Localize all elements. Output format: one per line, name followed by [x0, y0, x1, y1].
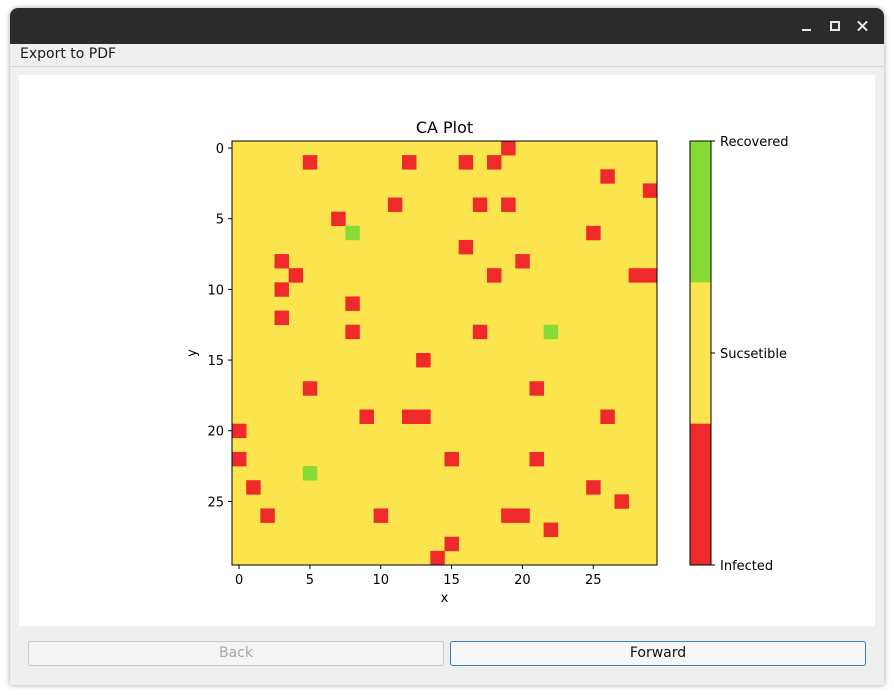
- colorbar-recovered: [690, 141, 711, 283]
- cell-infected: [501, 141, 516, 156]
- cell-infected: [246, 480, 261, 495]
- cell-infected: [430, 550, 445, 566]
- cell-infected: [260, 508, 275, 523]
- cell-infected: [529, 381, 544, 396]
- colorbar-label: Sucsetible: [720, 347, 787, 362]
- cell-infected: [274, 254, 289, 269]
- title-bar: [10, 8, 884, 44]
- chart-title: CA Plot: [416, 118, 473, 137]
- cell-infected: [472, 197, 488, 212]
- cell-infected: [600, 169, 615, 184]
- plot-canvas: 0 5 10 15 20 25 0 5 10 15 20 25 CA Plot x y Recovered Su…: [19, 75, 875, 626]
- minimize-icon[interactable]: [798, 17, 816, 35]
- cell-infected: [302, 381, 318, 396]
- x-axis-label: x: [441, 591, 449, 606]
- cell-infected: [302, 155, 318, 170]
- cell-recovered: [345, 225, 360, 241]
- y-tick-label: 0: [216, 142, 224, 157]
- cell-infected: [586, 225, 601, 241]
- cell-infected: [288, 268, 304, 283]
- cell-infected: [345, 296, 360, 311]
- cell-infected: [529, 451, 544, 467]
- forward-button[interactable]: Forward: [450, 641, 866, 666]
- cell-infected: [232, 451, 247, 467]
- x-tick-label: 20: [514, 573, 531, 588]
- cell-infected: [487, 268, 502, 283]
- cell-infected: [642, 268, 658, 283]
- cell-infected: [501, 197, 516, 212]
- cell-infected: [586, 480, 601, 495]
- y-tick-label: 10: [207, 283, 224, 298]
- x-tick-label: 5: [306, 573, 314, 588]
- cell-infected: [359, 409, 374, 424]
- x-tick-label: 0: [235, 573, 243, 588]
- close-icon[interactable]: [854, 17, 872, 35]
- colorbar-label: Infected: [720, 559, 773, 574]
- plot-frame: [231, 140, 658, 566]
- cell-infected: [387, 197, 403, 212]
- cell-infected: [543, 522, 559, 538]
- cell-infected: [444, 536, 459, 552]
- menu-export-pdf[interactable]: Export to PDF: [20, 46, 117, 62]
- app-window: Export to PDF 0 5 10 15 20 25 0 5 10 15 20 25 CA Plo…: [10, 8, 884, 685]
- cell-infected: [501, 508, 516, 523]
- cell-infected: [515, 254, 530, 269]
- y-tick-label: 15: [207, 354, 224, 369]
- y-tick-label: 20: [207, 425, 224, 440]
- cell-infected: [416, 409, 431, 424]
- y-tick-label: 5: [216, 213, 224, 228]
- cell-infected: [373, 508, 389, 523]
- cell-infected: [274, 310, 289, 326]
- cell-infected: [487, 155, 502, 170]
- cell-infected: [472, 324, 488, 340]
- maximize-icon[interactable]: [826, 17, 844, 35]
- cell-infected: [515, 508, 530, 523]
- cell-infected: [458, 239, 474, 255]
- colorbar-infected: [690, 423, 711, 565]
- y-tick-label: 25: [207, 495, 224, 510]
- heatmap-background: [232, 141, 657, 565]
- cell-infected: [614, 494, 629, 509]
- cell-infected: [642, 183, 658, 198]
- colorbar-label: Recovered: [720, 135, 789, 150]
- cell-infected: [600, 409, 615, 424]
- back-button[interactable]: Back: [28, 641, 444, 666]
- cell-recovered: [543, 324, 559, 340]
- cell-infected: [232, 423, 247, 439]
- x-tick-label: 10: [372, 573, 389, 588]
- cell-infected: [416, 353, 431, 368]
- cell-infected: [402, 409, 417, 424]
- x-tick-label: 15: [443, 573, 460, 588]
- cell-recovered: [302, 466, 318, 481]
- menu-bar: Export to PDF: [10, 44, 884, 67]
- cell-infected: [331, 211, 346, 227]
- cell-infected: [345, 324, 360, 340]
- x-tick-label: 25: [585, 573, 602, 588]
- ca-plot: 0 5 10 15 20 25 0 5 10 15 20 25 CA Plot x y Recovered Su…: [185, 118, 789, 606]
- cell-infected: [458, 155, 474, 170]
- cell-infected: [628, 268, 644, 283]
- y-axis-label: y: [185, 349, 200, 357]
- cell-infected: [444, 451, 459, 467]
- cell-infected: [402, 155, 417, 170]
- colorbar-susceptible: [690, 282, 711, 424]
- cell-infected: [274, 282, 289, 297]
